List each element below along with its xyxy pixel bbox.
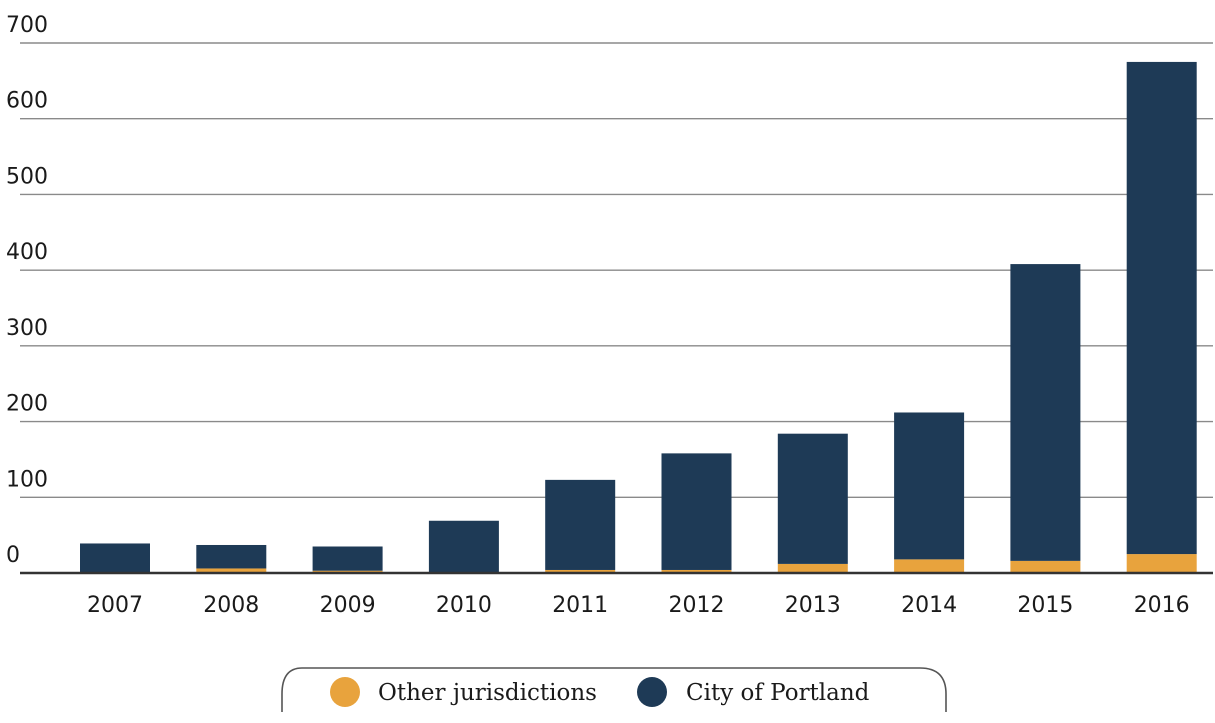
x-tick-label: 2014 bbox=[901, 593, 957, 618]
y-tick-label: 100 bbox=[6, 467, 48, 492]
x-tick-label: 2016 bbox=[1134, 593, 1190, 618]
bar-segment-city-of-portland-2007 bbox=[80, 543, 150, 573]
legend-frame bbox=[281, 667, 947, 712]
bar-segment-other-jurisdictions-2012 bbox=[661, 569, 732, 573]
legend: Other jurisdictions City of Portland bbox=[281, 667, 947, 712]
x-tick-label: 2009 bbox=[320, 593, 376, 618]
legend-label-other-jurisdictions: Other jurisdictions bbox=[378, 680, 597, 706]
legend-swatch-city-of-portland bbox=[637, 677, 667, 707]
x-tick-label: 2007 bbox=[87, 593, 143, 618]
bar-segment-city-of-portland-2010 bbox=[428, 520, 499, 573]
bar-segment-city-of-portland-2009 bbox=[312, 546, 383, 571]
y-tick-label: 600 bbox=[6, 89, 48, 114]
bar-segment-other-jurisdictions-2013 bbox=[777, 563, 848, 573]
bar-segment-other-jurisdictions-2011 bbox=[545, 569, 616, 573]
bar-segment-other-jurisdictions-2014 bbox=[894, 559, 965, 573]
bar-segment-city-of-portland-2014 bbox=[894, 412, 965, 560]
x-tick-label: 2012 bbox=[669, 593, 725, 618]
bar-segment-other-jurisdictions-2016 bbox=[1126, 554, 1197, 573]
bar-segment-city-of-portland-2016 bbox=[1126, 61, 1197, 555]
bar-segment-city-of-portland-2008 bbox=[196, 544, 267, 569]
grid-layer bbox=[20, 42, 1213, 498]
bar-segment-city-of-portland-2011 bbox=[545, 479, 616, 570]
x-tick-label: 2015 bbox=[1017, 593, 1073, 618]
x-tick-label: 2013 bbox=[785, 593, 841, 618]
bar-segment-city-of-portland-2015 bbox=[1010, 264, 1081, 561]
y-tick-label: 500 bbox=[6, 164, 48, 189]
y-tick-label: 0 bbox=[6, 543, 20, 568]
legend-swatch-other-jurisdictions bbox=[330, 677, 360, 707]
x-tick-label: 2008 bbox=[203, 593, 259, 618]
y-axis-ticks: 0 100 200 300 400 500 600 700 bbox=[6, 13, 48, 568]
y-tick-label: 300 bbox=[6, 316, 48, 341]
y-tick-label: 200 bbox=[6, 392, 48, 417]
y-tick-label: 400 bbox=[6, 240, 48, 265]
x-axis-ticks: 2007 2008 2009 2010 2011 2012 2013 2014 2015 2016 bbox=[87, 593, 1190, 618]
y-tick-label: 700 bbox=[6, 13, 48, 38]
bar-segment-city-of-portland-2013 bbox=[777, 433, 848, 564]
bars bbox=[80, 61, 1197, 573]
legend-label-city-of-portland: City of Portland bbox=[686, 680, 870, 706]
bar-segment-other-jurisdictions-2015 bbox=[1010, 560, 1081, 573]
x-tick-label: 2011 bbox=[552, 593, 608, 618]
bar-segment-other-jurisdictions-2008 bbox=[196, 568, 267, 573]
bar-segment-city-of-portland-2012 bbox=[661, 453, 732, 570]
x-tick-label: 2010 bbox=[436, 593, 492, 618]
